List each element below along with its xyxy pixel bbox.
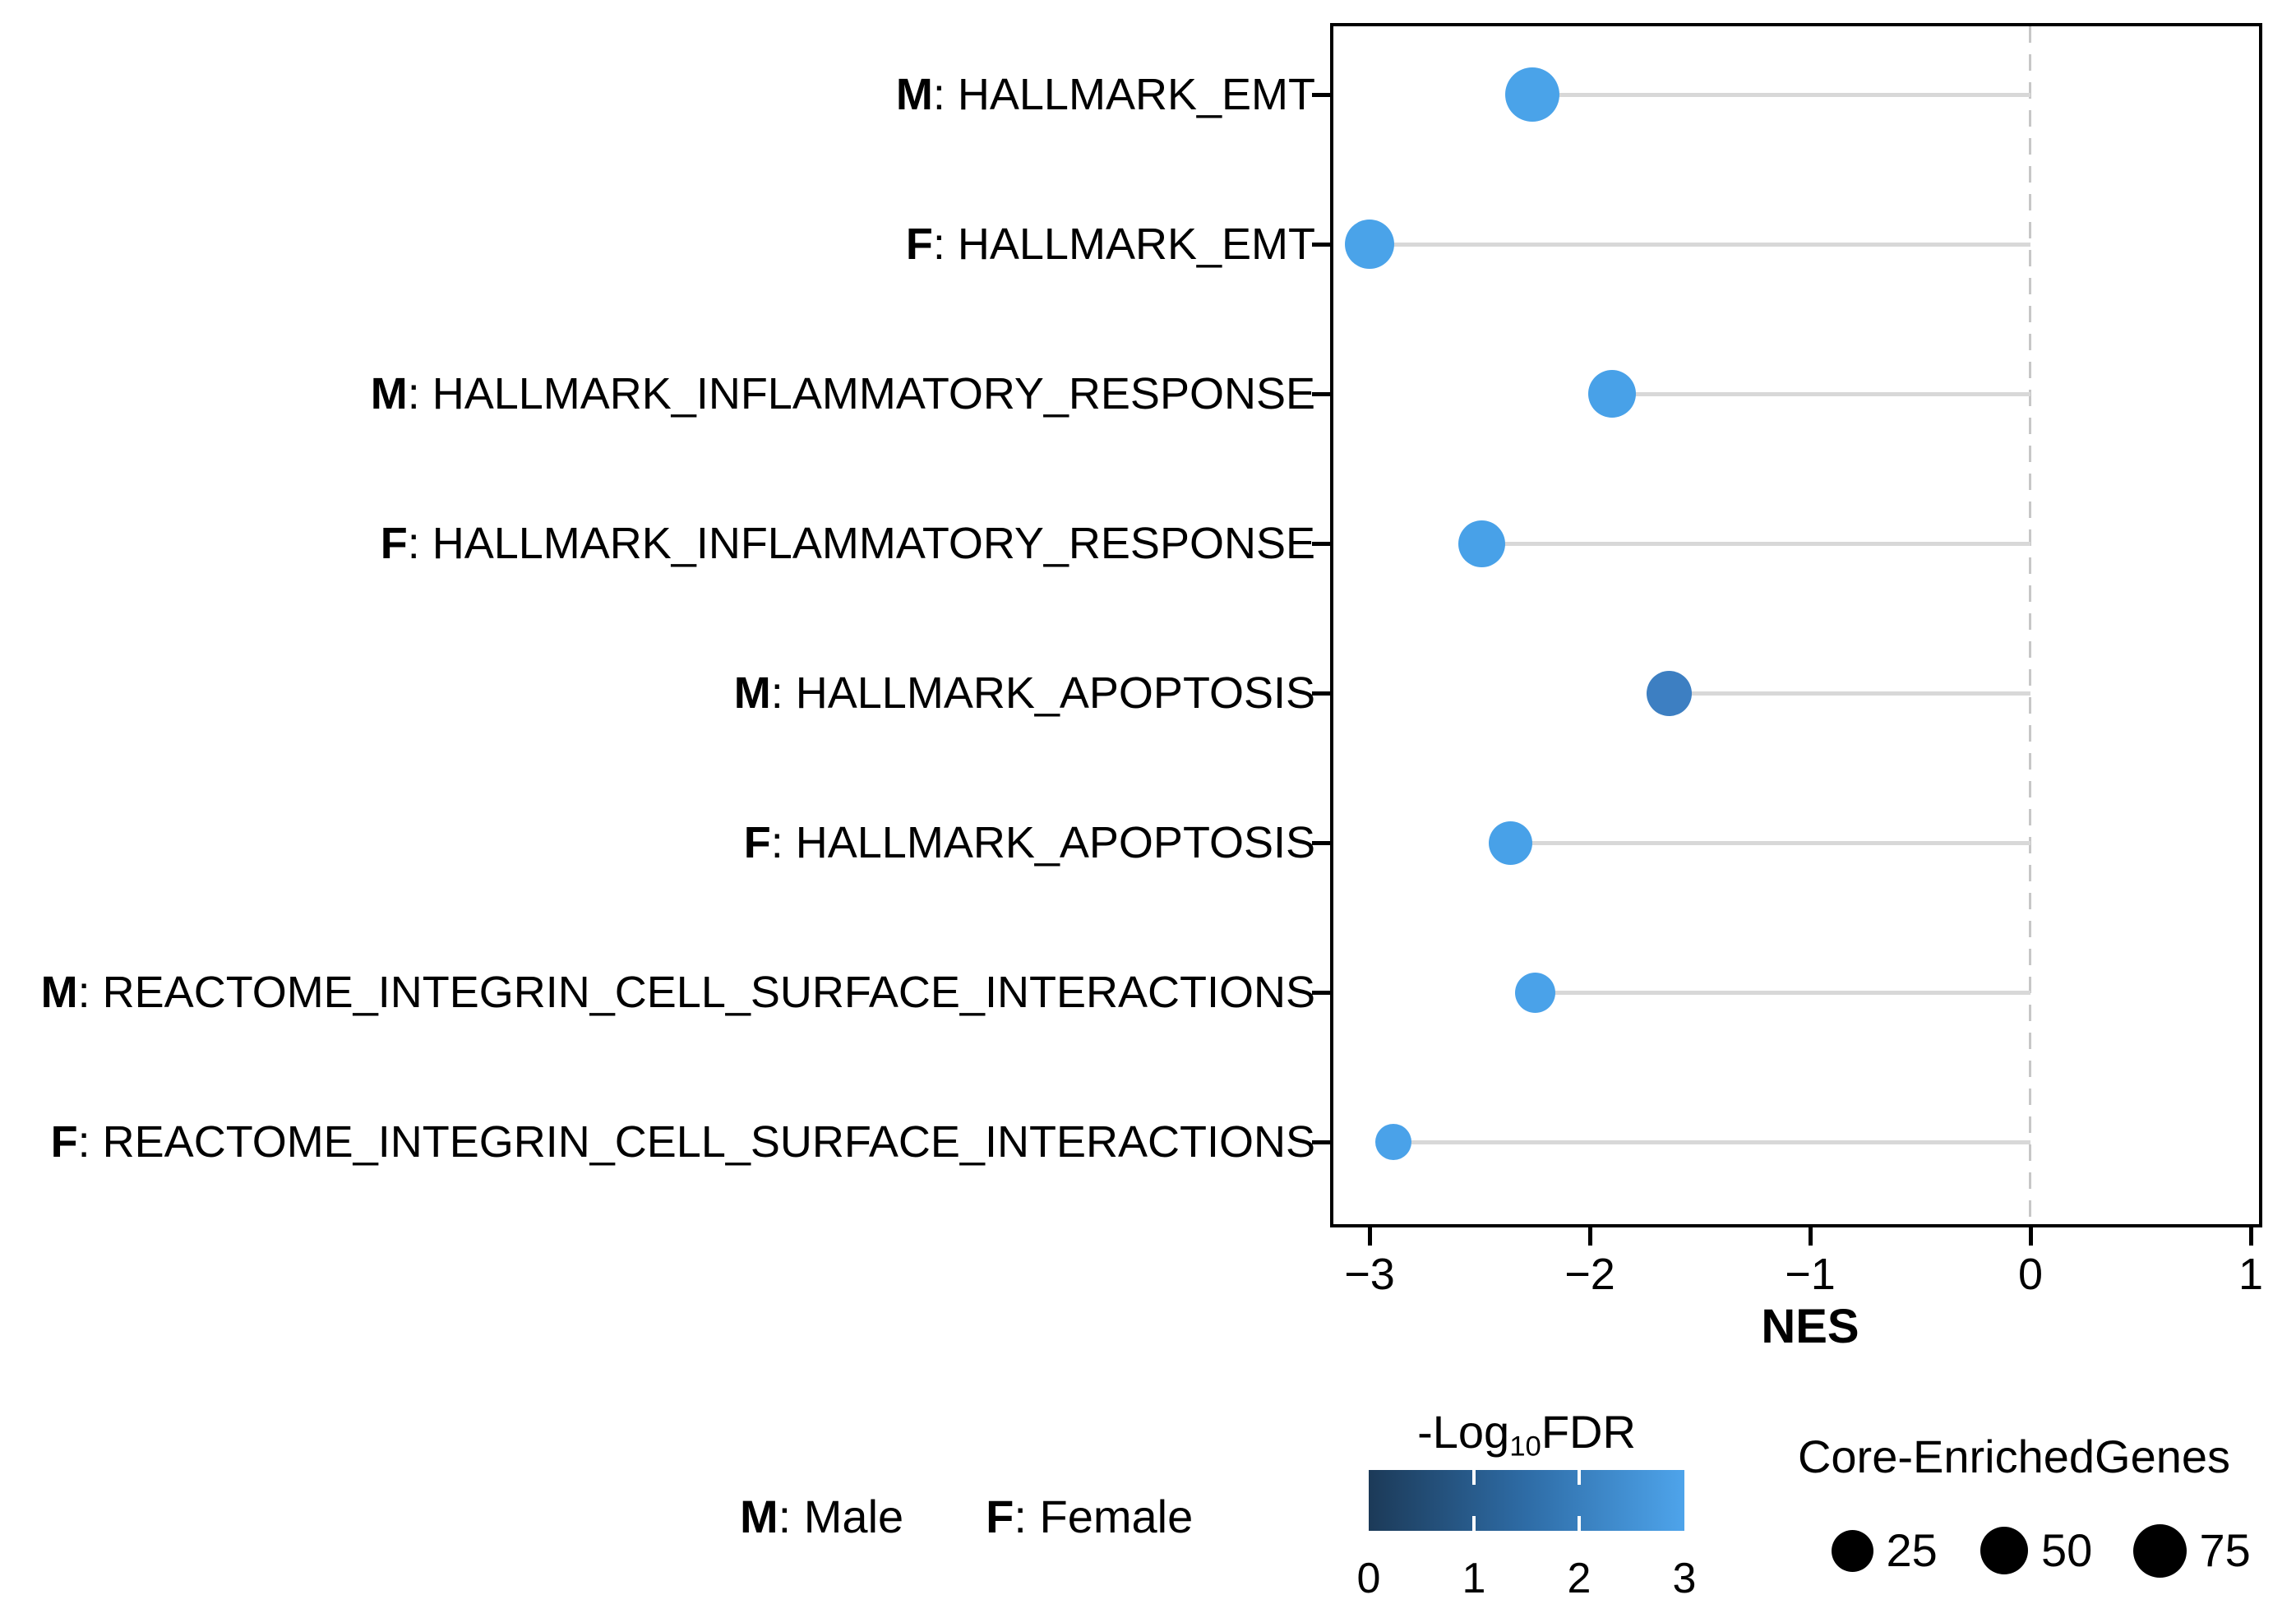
row-label-prefix: F [380,519,408,568]
row-label-gene-set: : HALLMARK_APOPTOSIS [770,818,1315,867]
x-axis-tick-label: 1 [2238,1250,2264,1299]
data-point-dot [1514,972,1555,1013]
row-label-prefix: M [370,369,408,418]
x-axis-tick-label: 0 [2017,1250,2044,1299]
colorbar-tick-label: 3 [1672,1555,1697,1602]
x-axis-tick [2249,1227,2253,1246]
data-point-dot [1587,370,1636,418]
y-axis-label: M: HALLMARK_EMT [896,66,1315,123]
colorbar-tick-notch [1472,1470,1476,1485]
row-label-gene-set: : HALLMARK_EMT [932,220,1315,269]
y-axis-tick [1312,392,1330,396]
lollipop-stem [1535,991,2030,995]
x-axis-tick-label: −2 [1564,1250,1615,1299]
plot-panel [1330,23,2262,1227]
y-axis-label: F: REACTOME_INTEGRIN_CELL_SURFACE_INTERA… [51,1113,1315,1171]
y-axis-tick [1312,243,1330,247]
x-axis-tick [1588,1227,1592,1246]
data-point-dot [1345,220,1394,269]
lollipop-stem [1611,392,2030,396]
sex-legend-female-prefix: F [986,1491,1014,1542]
data-point-dot [1646,670,1692,716]
x-axis-tick-label: −3 [1344,1250,1395,1299]
row-label-prefix: M [895,70,933,119]
y-axis-label: M: HALLMARK_INFLAMMATORY_RESPONSE [371,365,1315,423]
size-legend-label: 75 [2199,1524,2251,1576]
size-legend-dot [1980,1527,2028,1574]
row-label-prefix: F [743,818,771,867]
y-axis-label: M: REACTOME_INTEGRIN_CELL_SURFACE_INTERA… [41,964,1315,1021]
fdr-title-prefix: -Log [1417,1406,1510,1458]
y-axis-tick [1312,1140,1330,1144]
colorbar-tick-notch [1578,1470,1581,1485]
y-axis-tick [1312,841,1330,845]
row-label-gene-set: : REACTOME_INTEGRIN_CELL_SURFACE_INTERAC… [77,968,1315,1017]
fdr-colorbar [1369,1470,1684,1531]
colorbar-tick-label: 0 [1356,1555,1381,1602]
sex-legend-female-rest: : Female [1014,1491,1194,1542]
row-label-gene-set: : HALLMARK_INFLAMMATORY_RESPONSE [407,369,1315,418]
size-legend-label: 50 [2041,1524,2093,1576]
row-label-gene-set: : HALLMARK_APOPTOSIS [770,668,1315,718]
size-legend-label: 25 [1886,1524,1938,1576]
fdr-legend-title: -Log10FDR [1329,1406,1724,1473]
sex-legend-female: F: Female [986,1490,1193,1544]
y-axis-tick [1312,991,1330,995]
x-axis-tick-label: −1 [1785,1250,1836,1299]
x-axis-title: NES [1761,1300,1859,1353]
sex-legend-male-rest: : Male [778,1491,904,1542]
zero-reference-line [2029,26,2031,1224]
x-axis-tick [2029,1227,2033,1246]
colorbar-tick-notch [1472,1516,1476,1531]
lollipop-stem [1370,243,2030,247]
y-axis-tick [1312,691,1330,696]
fdr-title-suffix: FDR [1541,1406,1636,1458]
size-legend-dot [2132,1523,2187,1578]
y-axis-label: M: HALLMARK_APOPTOSIS [734,664,1315,722]
y-axis-tick [1312,93,1330,97]
colorbar-tick-label: 2 [1567,1555,1591,1602]
size-legend-dot [1831,1529,1873,1572]
x-axis-tick [1368,1227,1372,1246]
y-axis-label: F: HALLMARK_INFLAMMATORY_RESPONSE [381,515,1315,572]
sex-legend-male-prefix: M [740,1491,778,1542]
sex-legend: M: Male F: Female [740,1490,1193,1544]
lollipop-stem [1532,93,2030,97]
data-point-dot [1489,820,1533,865]
y-axis-label: F: HALLMARK_APOPTOSIS [744,814,1315,871]
lollipop-stem [1669,691,2030,696]
lollipop-stem [1393,1140,2030,1144]
data-point-dot [1375,1124,1412,1160]
row-label-gene-set: : REACTOME_INTEGRIN_CELL_SURFACE_INTERAC… [77,1117,1315,1167]
row-label-prefix: M [733,668,771,718]
row-label-prefix: M [40,968,78,1017]
row-label-prefix: F [50,1117,78,1167]
x-axis-tick [1809,1227,1813,1246]
sex-legend-male: M: Male [740,1490,903,1544]
colorbar-tick-label: 1 [1462,1555,1486,1602]
lollipop-stem [1510,841,2030,845]
y-axis-label: F: HALLMARK_EMT [906,215,1315,273]
row-label-prefix: F [905,220,933,269]
row-label-gene-set: : HALLMARK_INFLAMMATORY_RESPONSE [407,519,1315,568]
data-point-dot [1505,67,1560,122]
colorbar-tick-notch [1578,1516,1581,1531]
fdr-title-subscript: 10 [1509,1431,1541,1463]
data-point-dot [1458,520,1506,567]
size-legend-title: Core-EnrichedGenes [1797,1431,2231,1482]
row-label-gene-set: : HALLMARK_EMT [932,70,1315,119]
lollipop-stem [1481,542,2030,546]
y-axis-tick [1312,542,1330,546]
